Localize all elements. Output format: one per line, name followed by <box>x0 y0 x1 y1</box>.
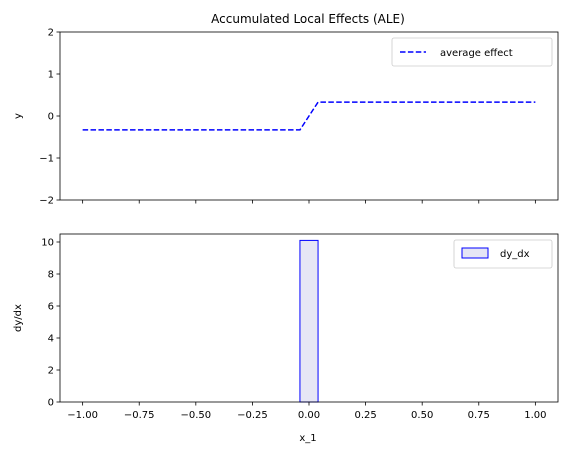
bottom-x-tick-label: −1.00 <box>67 410 98 421</box>
bottom-x-tick-label: 0.50 <box>411 410 433 421</box>
bottom-x-tick-label: 1.00 <box>524 410 546 421</box>
bottom-y-tick-label: 8 <box>48 270 54 281</box>
bottom-y-axis-label: dy/dx <box>13 304 24 332</box>
series-line-average-effect <box>82 101 536 131</box>
top-y-axis-label: y <box>13 113 24 119</box>
bottom-y-tick-label: 6 <box>48 302 54 313</box>
bottom-x-tick-label: −0.25 <box>237 410 268 421</box>
bottom-x-tick-label: 0.00 <box>298 410 320 421</box>
bottom-y-tick-label: 10 <box>41 238 54 249</box>
top-y-tick-label: 0 <box>48 112 54 123</box>
top-y-tick-label: 1 <box>48 70 54 81</box>
top-legend: average effect <box>391 37 553 67</box>
bottom-x-tick-label: 0.75 <box>468 410 490 421</box>
bottom-y-tick-label: 2 <box>48 366 54 377</box>
bottom-x-axis-label: x_1 <box>299 433 316 444</box>
top-y-tick-label: −2 <box>39 196 54 207</box>
top-y-tick-label: −1 <box>39 154 54 165</box>
ale-panel: Accumulated Local Effects (ALE) y 2 1 0 −1 −… <box>13 12 559 207</box>
histogram-bar <box>299 239 319 403</box>
bottom-y-tick-label: 0 <box>48 398 54 409</box>
bottom-y-tick-label: 4 <box>48 334 54 345</box>
legend-label-average-effect: average effect <box>440 48 513 59</box>
bottom-x-tick-label: −0.75 <box>124 410 155 421</box>
top-y-tick-label: 2 <box>48 28 54 39</box>
chart-title: Accumulated Local Effects (ALE) <box>211 12 405 26</box>
legend-patch-dy-dx <box>461 247 489 259</box>
bottom-x-tick-label: −0.50 <box>180 410 211 421</box>
bottom-legend: dy_dx <box>453 239 553 269</box>
legend-label-dy-dx: dy_dx <box>500 249 530 260</box>
bottom-x-tick-label: 0.25 <box>354 410 376 421</box>
derivative-panel: dy/dx x_1 0 2 4 6 8 10 −1.00 −0.75 −0.50 −0.25 0.… <box>13 233 559 444</box>
